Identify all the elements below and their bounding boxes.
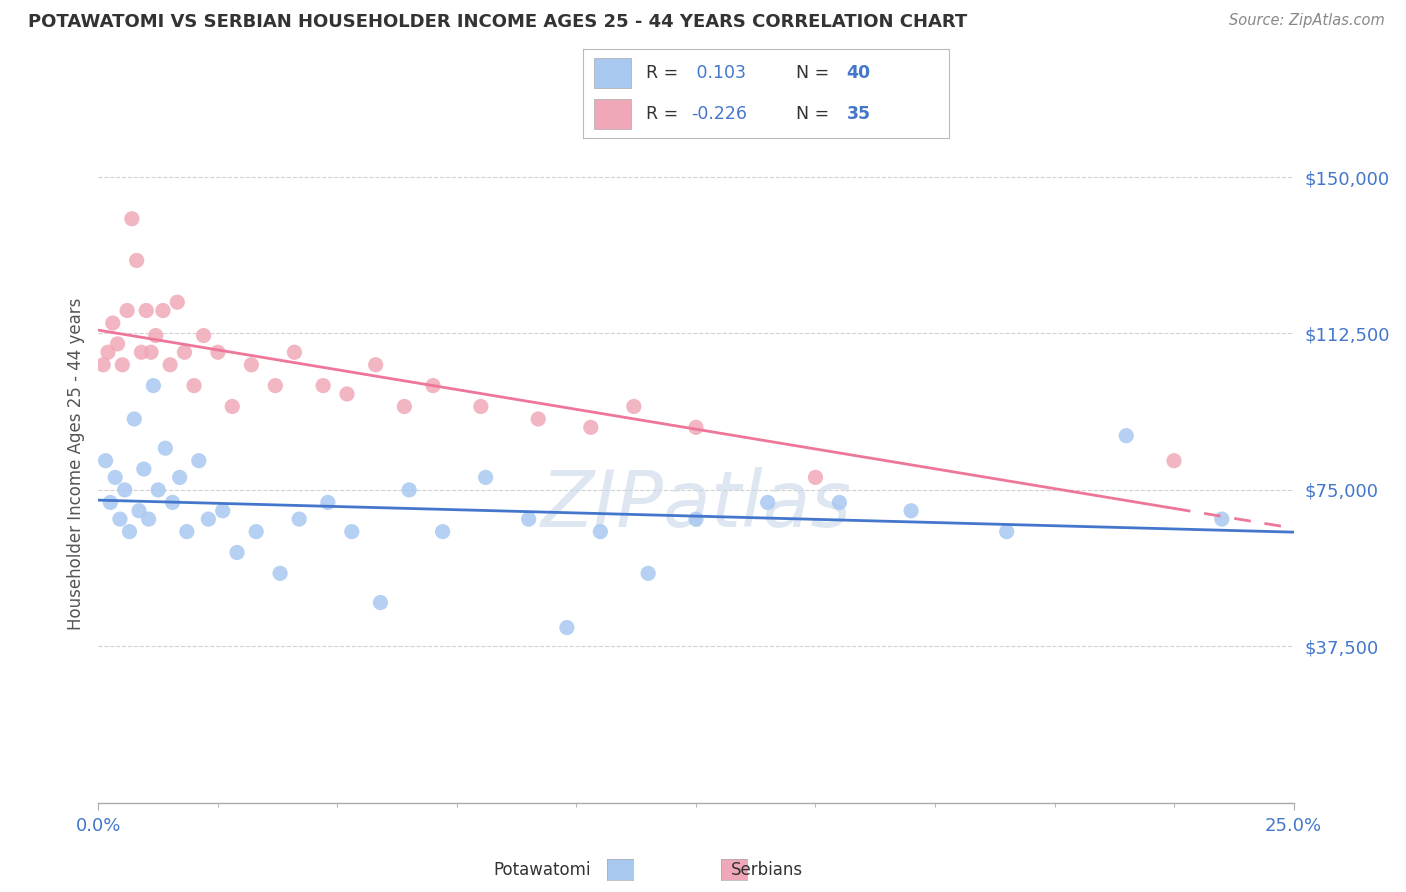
Point xyxy=(264,378,287,392)
Text: 40: 40 xyxy=(846,64,870,82)
Point xyxy=(685,512,707,526)
Point xyxy=(422,378,444,392)
Point xyxy=(756,495,779,509)
Point xyxy=(138,512,160,526)
Point xyxy=(101,316,124,330)
Text: 0.103: 0.103 xyxy=(692,64,747,82)
Text: R =: R = xyxy=(645,64,683,82)
Point xyxy=(579,420,602,434)
Point xyxy=(995,524,1018,539)
Point xyxy=(91,358,114,372)
Point xyxy=(142,378,165,392)
Text: N =: N = xyxy=(796,64,834,82)
Text: 35: 35 xyxy=(846,105,870,123)
Point xyxy=(1115,428,1137,442)
Point xyxy=(226,545,249,559)
Point xyxy=(132,462,155,476)
Point xyxy=(336,387,359,401)
Point xyxy=(394,400,416,414)
Point xyxy=(124,412,146,426)
Point xyxy=(108,512,131,526)
Point xyxy=(555,621,578,635)
Point xyxy=(162,495,184,509)
Point xyxy=(364,358,387,372)
Point xyxy=(107,337,129,351)
Point xyxy=(828,495,851,509)
Point xyxy=(148,483,170,497)
Point xyxy=(111,358,134,372)
Point xyxy=(398,483,420,497)
Point xyxy=(1211,512,1233,526)
Point xyxy=(432,524,454,539)
Point xyxy=(900,504,922,518)
Point xyxy=(159,358,181,372)
Point xyxy=(94,453,117,467)
Point xyxy=(370,596,392,610)
Text: R =: R = xyxy=(645,105,683,123)
Point xyxy=(474,470,496,484)
Point xyxy=(589,524,612,539)
Point xyxy=(340,524,363,539)
Point xyxy=(316,495,339,509)
Text: Source: ZipAtlas.com: Source: ZipAtlas.com xyxy=(1229,13,1385,29)
Point xyxy=(104,470,127,484)
Point xyxy=(118,524,141,539)
Point xyxy=(97,345,120,359)
Point xyxy=(685,420,707,434)
Point xyxy=(135,303,157,318)
Point xyxy=(240,358,263,372)
Point xyxy=(187,453,209,467)
Point xyxy=(312,378,335,392)
Point xyxy=(269,566,291,581)
Point xyxy=(121,211,143,226)
Point xyxy=(131,345,153,359)
Point xyxy=(145,328,167,343)
Point xyxy=(283,345,305,359)
Text: -0.226: -0.226 xyxy=(692,105,748,123)
Point xyxy=(623,400,645,414)
Point xyxy=(637,566,659,581)
Point xyxy=(197,512,219,526)
Point xyxy=(207,345,229,359)
Bar xyxy=(595,99,631,129)
Point xyxy=(169,470,191,484)
Point xyxy=(139,345,162,359)
Text: Serbians: Serbians xyxy=(731,861,803,879)
Point xyxy=(173,345,195,359)
Text: ZIPatlas: ZIPatlas xyxy=(540,467,852,542)
Point xyxy=(115,303,138,318)
Point xyxy=(155,441,177,455)
Point xyxy=(211,504,233,518)
Text: Potawatomi: Potawatomi xyxy=(494,861,591,879)
Point xyxy=(1163,453,1185,467)
Bar xyxy=(595,58,631,88)
Point xyxy=(245,524,267,539)
Point xyxy=(804,470,827,484)
Point xyxy=(193,328,215,343)
Point xyxy=(125,253,148,268)
Point xyxy=(166,295,188,310)
Point xyxy=(470,400,492,414)
Point xyxy=(288,512,311,526)
Text: POTAWATOMI VS SERBIAN HOUSEHOLDER INCOME AGES 25 - 44 YEARS CORRELATION CHART: POTAWATOMI VS SERBIAN HOUSEHOLDER INCOME… xyxy=(28,13,967,31)
Point xyxy=(128,504,150,518)
Y-axis label: Householder Income Ages 25 - 44 years: Householder Income Ages 25 - 44 years xyxy=(66,298,84,630)
Point xyxy=(176,524,198,539)
Point xyxy=(183,378,205,392)
Text: N =: N = xyxy=(796,105,834,123)
Point xyxy=(221,400,243,414)
Point xyxy=(527,412,550,426)
Point xyxy=(152,303,174,318)
Point xyxy=(517,512,540,526)
Point xyxy=(114,483,136,497)
Point xyxy=(98,495,122,509)
